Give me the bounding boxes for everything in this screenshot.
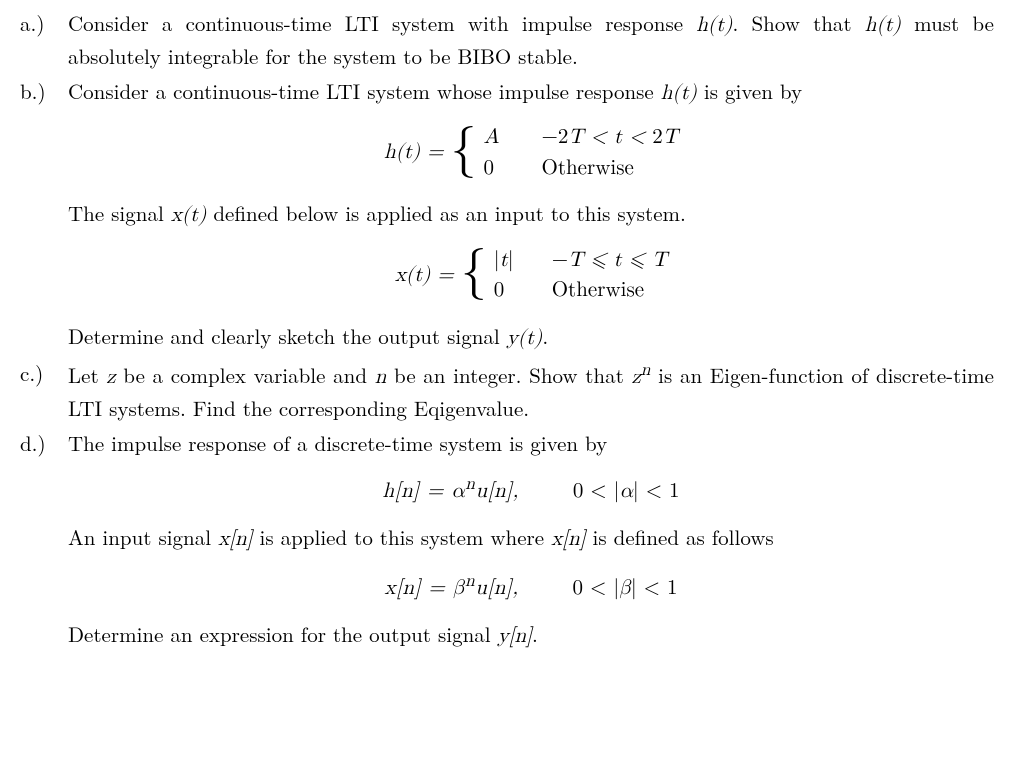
- d-mid-3: is defined as follows: [586, 522, 774, 552]
- d-eq2-sup: n: [465, 573, 475, 590]
- b-eq2-cases: |t| −T ⩽ t ⩽ T 0 Otherwise: [494, 246, 667, 307]
- d-eq2-cond: 0 < |β| < 1: [573, 578, 678, 599]
- label-b: b.): [20, 76, 68, 354]
- d-equation-x: x[n] = βnu[n], 0 < |β| < 1: [68, 569, 994, 604]
- label-a: a.): [20, 8, 68, 72]
- label-c: c.): [20, 358, 68, 424]
- d-equation-h: h[n] = αnu[n], 0 < |α| < 1: [68, 472, 994, 507]
- problem-b: b.) Consider a continuous-time LTI syste…: [20, 76, 994, 354]
- c-zn: zn: [631, 367, 650, 388]
- d-text-1: The impulse response of a discrete-time …: [68, 428, 607, 458]
- brace-icon: {: [461, 246, 487, 298]
- d-tail-2: .: [532, 619, 538, 649]
- b-h-t: h(t): [661, 83, 697, 104]
- b-text-1: Consider a continuous-time LTI system wh…: [68, 76, 661, 106]
- c-t1: Let: [68, 360, 106, 390]
- content-a: Consider a continuous-time LTI system wi…: [68, 8, 994, 72]
- d-eq2: x[n] = βnu[n],: [385, 578, 519, 599]
- b-x-t: x(t): [171, 205, 207, 226]
- c-zn-sup: n: [641, 362, 651, 379]
- b-equation-x: x(t) = { |t| −T ⩽ t ⩽ T 0 Otherwise: [68, 246, 994, 307]
- b-eq1-cases: A −2T < t < 2T 0 Otherwise: [484, 123, 678, 184]
- b-eq2-c1-cond: −T ⩽ t ⩽ T: [552, 246, 667, 276]
- brace-icon: {: [451, 124, 477, 176]
- c-t3: be an integer. Show that: [386, 360, 631, 390]
- d-tail-1: Determine an expression for the output s…: [68, 619, 498, 649]
- b-text-2: is given by: [697, 76, 802, 106]
- content-b: Consider a continuous-time LTI system wh…: [68, 76, 994, 354]
- b-y-t: y(t): [507, 328, 543, 349]
- d-mid-1: An input signal: [68, 522, 218, 552]
- b-eq2-lhs: x(t) =: [395, 265, 461, 286]
- label-d: d.): [20, 428, 68, 652]
- d-xn-2: x[n]: [551, 529, 585, 550]
- a-h-t-2: h(t): [865, 15, 901, 36]
- a-text-2: . Show that: [732, 8, 864, 38]
- b-mid-2: defined below is applied as an input to …: [206, 198, 686, 228]
- a-h-t-1: h(t): [696, 15, 732, 36]
- b-eq2-c2-val: 0: [494, 276, 526, 306]
- d-eq1-b: u[n],: [475, 481, 518, 502]
- b-eq1-c2-val: 0: [484, 154, 516, 184]
- b-eq1-lhs: h(t) =: [384, 142, 450, 163]
- b-tail-1: Determine and clearly sketch the output …: [68, 321, 507, 351]
- b-equation-h: h(t) = { A −2T < t < 2T 0 Otherwise: [68, 123, 994, 184]
- d-eq1: h[n] = αnu[n],: [382, 481, 518, 502]
- d-xn-1: x[n]: [218, 529, 252, 550]
- b-eq1-c1-cond: −2T < t < 2T: [542, 123, 678, 153]
- c-n: n: [375, 367, 387, 388]
- c-t2: be a complex variable and: [116, 360, 375, 390]
- b-eq1-c1-val: A: [484, 123, 516, 153]
- content-d: The impulse response of a discrete-time …: [68, 428, 994, 652]
- content-c: Let z be a complex variable and n be an …: [68, 358, 994, 424]
- b-mid-1: The signal: [68, 198, 171, 228]
- d-eq1-a: h[n] = α: [382, 481, 465, 502]
- problem-d: d.) The impulse response of a discrete-t…: [20, 428, 994, 652]
- d-mid-2: is applied to this system where: [253, 522, 552, 552]
- c-zn-base: z: [631, 367, 640, 388]
- b-eq2-c2-cond: Otherwise: [552, 276, 644, 306]
- b-tail-2: .: [542, 321, 548, 351]
- c-z: z: [106, 367, 115, 388]
- d-eq2-a: x[n] = β: [385, 578, 465, 599]
- d-eq2-b: u[n],: [475, 578, 518, 599]
- d-eq1-cond: 0 < |α| < 1: [573, 481, 680, 502]
- problem-c: c.) Let z be a complex variable and n be…: [20, 358, 994, 424]
- b-eq1-c2-cond: Otherwise: [542, 154, 634, 184]
- b-eq2-c1-val: |t|: [494, 246, 526, 276]
- d-eq1-sup: n: [465, 476, 475, 493]
- problem-a: a.) Consider a continuous-time LTI syste…: [20, 8, 994, 72]
- a-text-1: Consider a continuous-time LTI system wi…: [68, 8, 696, 38]
- d-yn: y[n]: [498, 626, 532, 647]
